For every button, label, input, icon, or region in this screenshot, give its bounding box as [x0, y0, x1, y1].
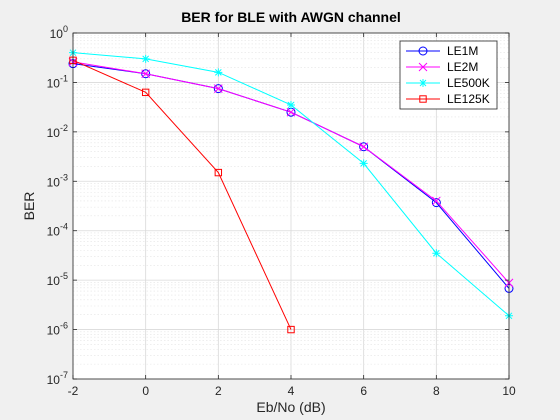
series-line-le125k — [72, 59, 292, 330]
y-tick-label: 100 — [50, 24, 68, 41]
y-axis-label: BER — [21, 192, 37, 221]
legend-marker-le2m — [418, 62, 428, 72]
data-point-le2m — [359, 142, 369, 152]
data-point-le2m — [286, 107, 296, 117]
x-tick-label: 8 — [433, 384, 440, 398]
legend-marker-le125k — [419, 95, 427, 103]
x-tick-label: 0 — [142, 384, 149, 398]
legend: LE1M LE2M LE500K LE125K — [399, 40, 498, 110]
data-point-le500k — [432, 249, 441, 258]
chart-title: BER for BLE with AWGN channel — [181, 9, 401, 25]
data-point-le1m — [431, 198, 441, 208]
y-tick-label: 10-1 — [47, 73, 68, 90]
x-tick-label: 6 — [360, 384, 367, 398]
y-tick-label: 10-5 — [47, 271, 68, 288]
legend-marker-le1m — [418, 46, 428, 56]
ticks: -2 0 2 4 6 8 10 10-7 10-6 10-5 10-4 10-3 10-2 10-1 100 — [47, 24, 516, 398]
x-tick-label: 2 — [215, 384, 222, 398]
y-tick-label: 10-3 — [47, 172, 68, 189]
data-point-le2m — [141, 69, 151, 79]
legend-label-le500k: LE500K — [447, 76, 490, 90]
data-point-le500k — [141, 54, 150, 63]
y-tick-label: 10-4 — [47, 222, 68, 239]
legend-marker-le500k — [419, 79, 427, 87]
legend-label-le1m: LE1M — [447, 44, 478, 58]
y-tick-label: 10-2 — [47, 123, 68, 140]
legend-box — [399, 40, 498, 110]
legend-label-le125k: LE125K — [447, 92, 490, 106]
data-point-le500k — [287, 100, 295, 109]
x-tick-label: 10 — [502, 384, 516, 398]
data-point-le500k — [359, 159, 368, 168]
data-point-le1m — [359, 142, 369, 152]
data-point-le500k — [214, 68, 223, 77]
x-tick-label: 4 — [288, 384, 295, 398]
data-point-le125k — [214, 168, 223, 177]
data-point-le2m — [431, 196, 441, 206]
data-point-le125k — [287, 325, 295, 334]
y-tick-label: 10-7 — [47, 370, 68, 387]
data-point-le1m — [141, 69, 151, 79]
data-point-le1m — [213, 84, 223, 94]
data-point-le2m — [213, 84, 223, 93]
legend-label-le2m: LE2M — [447, 60, 478, 74]
x-axis-label: Eb/No (dB) — [256, 399, 325, 415]
x-tick-label: -2 — [68, 384, 79, 398]
data-point-le125k — [141, 88, 150, 97]
y-tick-label: 10-6 — [47, 321, 68, 338]
